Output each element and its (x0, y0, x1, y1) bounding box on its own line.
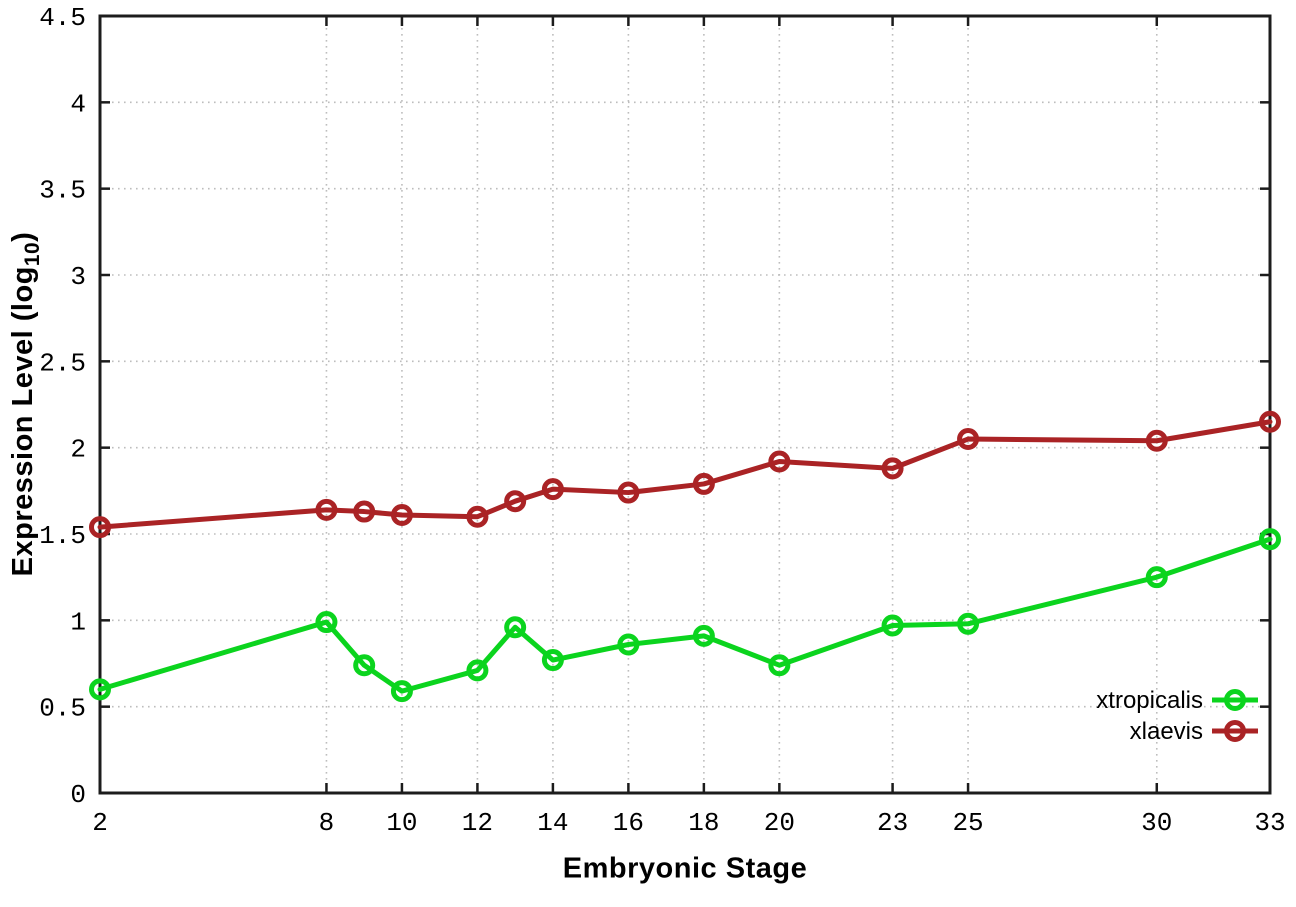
data-point-xlaevis-stage-33 (1259, 410, 1281, 433)
y-axis-title-prefix: Expression Level (log (7, 266, 40, 577)
data-point-xtropicalis-stage-30 (1145, 566, 1168, 589)
x-tick-label-16: 16 (613, 808, 644, 838)
data-point-xtropicalis-stage-2 (89, 678, 111, 701)
plot-border (98, 14, 1272, 795)
series-line-xlaevis (97, 419, 1273, 530)
x-tick-label-30: 30 (1141, 808, 1172, 838)
x-tick-label-10: 10 (386, 808, 417, 838)
x-tick-label-25: 25 (952, 808, 983, 838)
data-point-xlaevis-stage-13 (504, 490, 527, 513)
data-point-xlaevis-stage-25 (957, 428, 980, 451)
data-point-xtropicalis-stage-14 (541, 649, 564, 672)
data-point-xlaevis-stage-20 (768, 450, 791, 473)
data-point-xtropicalis-stage-33 (1259, 528, 1281, 551)
data-point-xlaevis-stage-8 (315, 498, 338, 521)
data-point-xlaevis-stage-10 (390, 504, 413, 527)
data-point-xtropicalis-stage-13 (504, 616, 527, 639)
data-point-xtropicalis-stage-10 (390, 680, 413, 703)
data-point-xtropicalis-stage-16 (617, 633, 640, 656)
y-tick-label-3: 3 (70, 262, 86, 292)
data-point-xlaevis-stage-12 (466, 505, 489, 528)
y-tick-label-0.5: 0.5 (39, 694, 86, 724)
y-axis-title-suffix: ) (7, 231, 40, 242)
data-point-xlaevis-stage-16 (617, 481, 640, 504)
x-tick-label-14: 14 (537, 808, 568, 838)
x-axis-title-text: Embryonic Stage (562, 852, 808, 885)
data-point-xlaevis-stage-2 (89, 516, 111, 539)
x-tick-label-18: 18 (688, 808, 719, 838)
data-point-xtropicalis-stage-18 (692, 624, 715, 647)
y-tick-label-2.5: 2.5 (39, 348, 86, 378)
y-tick-label-3.5: 3.5 (39, 176, 86, 206)
y-axis-title: Expression Level (log10) (7, 232, 45, 577)
legend-label-xtropicalis: xtropicalis (1096, 687, 1203, 714)
x-tick-label-12: 12 (462, 808, 493, 838)
legend-marker-xlaevis (1224, 720, 1246, 742)
y-tick-label-4: 4 (70, 89, 86, 119)
x-axis-title: Embryonic Stage (563, 853, 807, 886)
x-tick-label-20: 20 (764, 808, 795, 838)
legend-marker-xtropicalis (1224, 689, 1246, 711)
data-point-xtropicalis-stage-23 (881, 614, 904, 637)
data-point-xlaevis-stage-30 (1145, 429, 1168, 452)
data-point-xtropicalis-stage-12 (466, 659, 489, 682)
y-tick-label-2: 2 (70, 435, 86, 465)
x-tick-label-2: 2 (92, 808, 108, 838)
data-point-xlaevis-stage-23 (881, 457, 904, 480)
data-point-xtropicalis-stage-25 (957, 612, 980, 635)
y-tick-label-1.5: 1.5 (39, 521, 86, 551)
x-tick-label-23: 23 (877, 808, 908, 838)
data-point-xlaevis-stage-18 (692, 472, 715, 495)
data-point-xlaevis-stage-9 (353, 500, 376, 523)
x-tick-label-8: 8 (319, 808, 335, 838)
data-point-xtropicalis-stage-8 (315, 611, 338, 634)
legend-label-xlaevis: xlaevis (1130, 718, 1203, 745)
data-point-xtropicalis-stage-9 (353, 654, 376, 677)
y-tick-label-1: 1 (70, 607, 86, 637)
y-tick-label-4.5: 4.5 (39, 3, 86, 33)
y-axis-title-subscript: 10 (20, 241, 44, 267)
data-point-xtropicalis-stage-20 (768, 654, 791, 677)
x-tick-label-33: 33 (1254, 808, 1285, 838)
series-line-xtropicalis (97, 536, 1273, 694)
data-point-xlaevis-stage-14 (541, 478, 564, 501)
y-tick-label-0: 0 (70, 780, 86, 810)
